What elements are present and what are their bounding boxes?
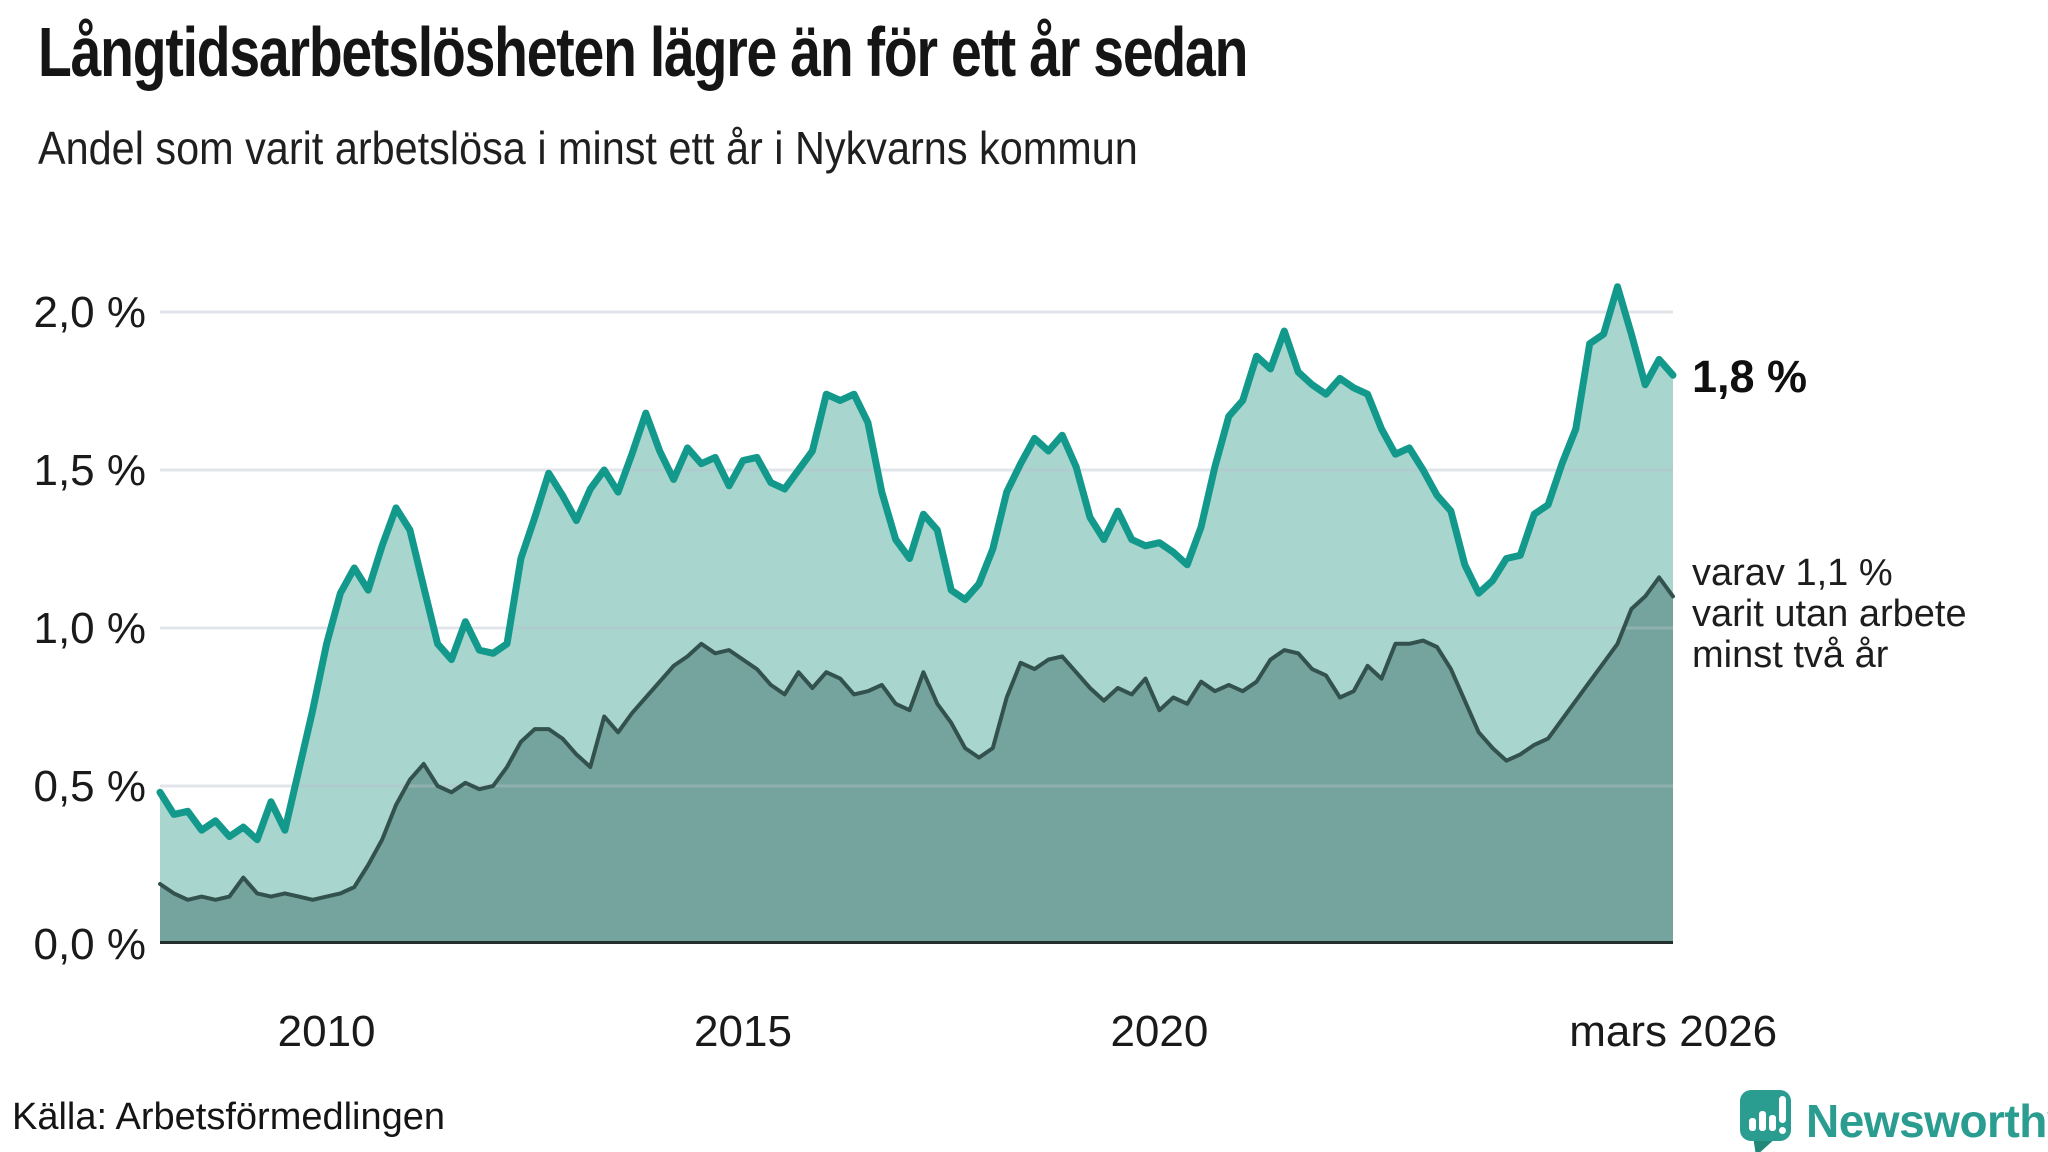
page-title: Långtidsarbetslösheten lägre än för ett … (38, 13, 1248, 91)
secondary-annotation-line-2: varit utan arbete (1692, 593, 1967, 635)
x-tick-label: mars 2026 (1569, 1007, 1777, 1056)
x-tick-label: 2015 (694, 1007, 792, 1056)
secondary-series-annotation: varav 1,1 % varit utan arbete minst två … (1692, 553, 1967, 676)
source-credit: Källa: Arbetsförmedlingen (12, 1096, 446, 1138)
newsworthy-logo-icon (1740, 1090, 1791, 1152)
y-tick-label: 2,0 % (33, 288, 146, 337)
x-tick-label: 2010 (278, 1007, 376, 1056)
last-value-annotation: 1,8 % (1692, 351, 1808, 402)
series-line-0 (156, 283, 1677, 844)
y-tick-label: 1,5 % (33, 446, 146, 495)
secondary-annotation-line-1: varav 1,1 % (1692, 552, 1893, 594)
series-line-1 (158, 575, 1675, 902)
y-tick-label: 0,0 % (33, 920, 146, 969)
y-tick-label: 0,5 % (33, 762, 146, 811)
area-fill-series-1 (160, 577, 1673, 944)
secondary-annotation-line-3: minst två år (1692, 634, 1889, 676)
page-subtitle: Andel som varit arbetslösa i minst ett å… (38, 122, 1138, 174)
y-tick-label: 1,0 % (33, 604, 146, 653)
x-tick-label: 2020 (1110, 1007, 1208, 1056)
newsworthy-logo-text: Newsworthy (1806, 1095, 2048, 1147)
